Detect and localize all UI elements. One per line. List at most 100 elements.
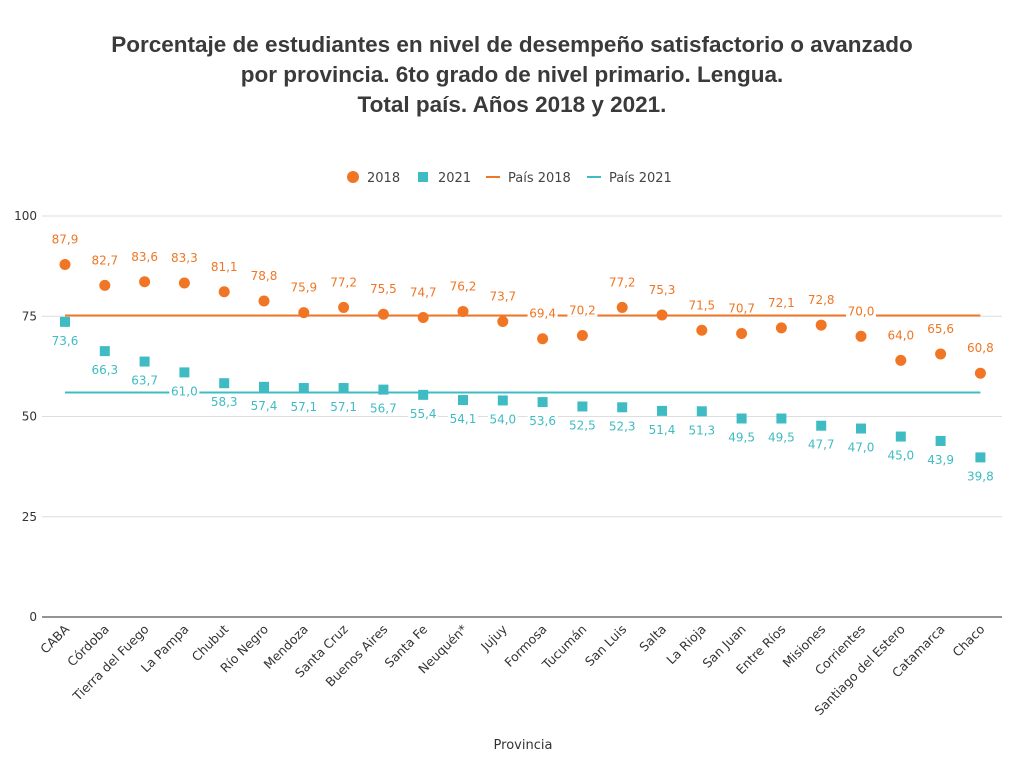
point-2018 [338,301,350,313]
point-2018 [855,330,867,342]
label-2018-bg [567,302,598,317]
data-label-2018: 69,4 [529,307,556,321]
label-2018-bg [288,279,319,294]
point-2021 [657,405,667,416]
data-label-2021: 55,4 [410,407,437,421]
label-2021-bg [288,400,319,415]
data-label-2018: 77,2 [330,275,357,289]
point-2021 [338,383,349,394]
label-2018-bg [647,282,677,297]
point-2018 [298,307,310,319]
label-2021-bg [249,398,279,413]
x-tick-label: Salta [636,622,669,655]
label-2021-bg [129,373,160,388]
point-2021 [298,383,309,394]
data-label-2021: 56,7 [370,402,397,416]
data-label-2021: 58,3 [211,395,238,409]
data-label-2021: 43,9 [927,453,954,467]
x-tick-label: CABA [37,621,72,656]
label-2021-bg [766,430,797,445]
data-label-2018: 75,5 [370,282,397,296]
reference-lines [65,314,981,394]
legend: 2018 2021 País 2018 País 2021 [347,171,672,186]
point-2021 [60,316,70,327]
label-2021-bg [806,437,837,452]
label-2021-bg [328,400,359,415]
data-label-2018: 70,7 [728,301,755,315]
label-2018-bg [448,278,478,293]
point-2018 [258,295,270,307]
x-axis-title: Provincia [494,738,553,753]
data-label-2021: 54,1 [450,412,477,426]
data-label-2021: 53,6 [529,414,556,428]
data-label-2018: 83,3 [171,251,198,265]
data-label-2021: 52,3 [609,419,636,433]
data-label-2021: 57,1 [330,400,357,414]
x-tick-label: Chaco [949,622,987,660]
label-2021-bg [726,430,757,445]
data-label-2018: 60,8 [967,341,994,355]
data-label-2018: 75,9 [290,281,317,295]
y-tick-label: 100 [14,209,37,223]
label-2018-bg [607,274,638,289]
data-label-2021: 49,5 [768,431,795,445]
point-2018 [576,329,588,341]
point-2018 [815,319,827,331]
data-label-2018: 75,3 [649,283,676,297]
data-label-2021: 61,0 [171,384,198,398]
y-tick-label: 0 [29,610,37,624]
point-2021 [378,384,389,395]
legend-pais-2018-label: País 2018 [508,171,571,186]
label-2018-bg [806,292,837,307]
data-label-2021: 49,5 [728,431,755,445]
label-2021-bg [567,418,598,433]
legend-2021-label: 2021 [438,171,471,186]
point-2021 [736,413,747,424]
point-2021 [935,435,946,446]
data-label-2018: 70,0 [848,304,875,318]
data-label-2018: 83,6 [131,250,158,264]
label-2021-bg [408,406,439,421]
point-2018 [218,286,230,298]
grid-lines [42,215,1002,618]
point-2021 [816,420,827,431]
point-2021 [418,389,429,400]
point-2021 [975,452,986,463]
point-2021 [696,406,707,417]
label-2021-bg [647,422,677,437]
data-label-2018: 72,1 [768,296,795,310]
point-2018 [99,279,111,291]
legend-pais-2021-label: País 2021 [609,171,672,186]
point-2018 [537,333,549,345]
point-2018 [895,354,907,366]
x-tick-label: San Luis [582,622,629,669]
label-2018-bg [328,274,359,289]
data-label-2021: 57,1 [290,400,317,414]
point-2018 [497,315,509,327]
point-2021 [776,413,787,424]
legend-2018-label: 2018 [367,171,400,186]
data-label-2018: 71,5 [688,298,715,312]
label-2018-bg [965,340,996,355]
data-label-2021: 51,4 [649,423,676,437]
label-2018-bg [368,281,399,296]
labels-2021: 73,6 66,3 63,7 61,0 58,3 57,4 57,1 57,1 56,7 55,4… [50,333,996,484]
point-2018 [139,276,151,288]
y-axis-ticks: 0 25 50 75 100 [14,209,37,624]
data-label-2021: 57,4 [251,399,278,413]
point-2021 [497,395,508,406]
label-2021-bg [686,423,717,438]
chart-title-line-2: por provincia. 6to grado de nivel primar… [240,62,784,87]
data-label-2021: 66,3 [91,363,118,377]
legend-2021-marker [418,172,428,182]
point-2018 [59,259,71,271]
label-2018-bg [527,305,558,320]
data-label-2021: 47,0 [848,441,875,455]
data-label-2018: 64,0 [887,328,914,342]
point-2018 [656,309,668,321]
data-label-2021: 47,7 [808,438,835,452]
point-2021 [259,381,269,392]
data-label-2021: 51,3 [688,423,715,437]
